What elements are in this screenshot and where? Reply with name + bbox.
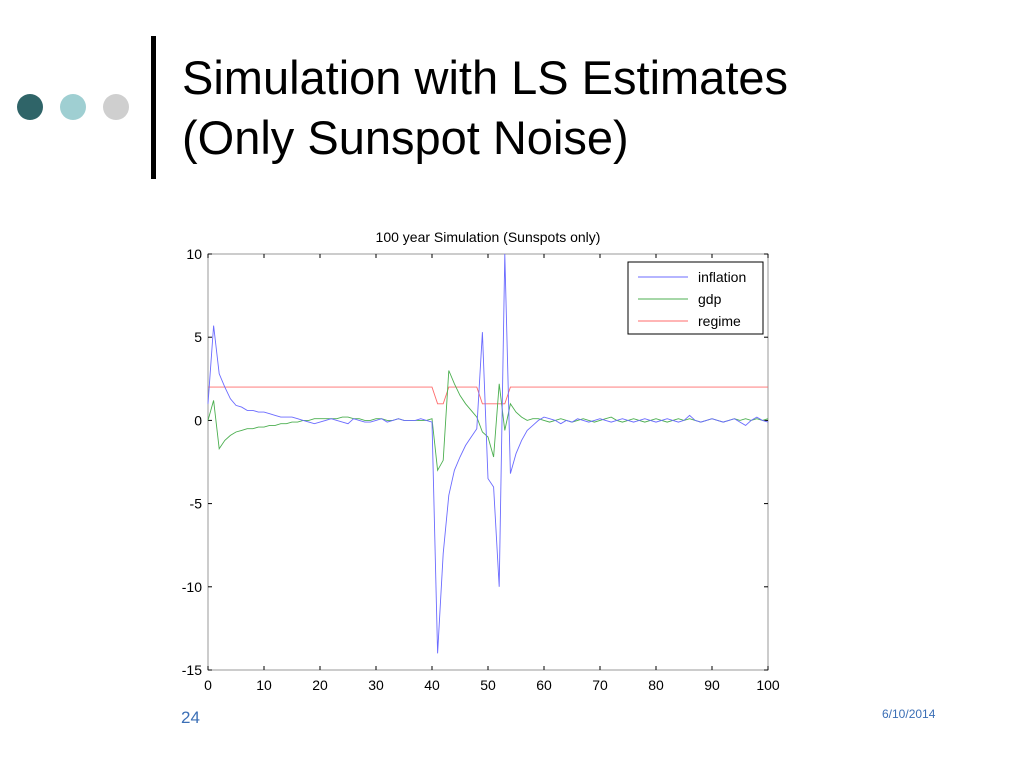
x-tick-label: 20 bbox=[312, 677, 328, 693]
y-tick-label: -5 bbox=[190, 496, 203, 512]
legend-label-inflation: inflation bbox=[698, 269, 746, 285]
slide-title: Simulation with LS Estimates (Only Sunsp… bbox=[182, 48, 982, 168]
legend-box bbox=[627, 261, 764, 335]
x-tick-label: 50 bbox=[480, 677, 496, 693]
decor-dot-gray bbox=[103, 94, 129, 120]
x-tick-label: 30 bbox=[368, 677, 384, 693]
y-tick-label: 5 bbox=[194, 329, 202, 345]
x-tick-label: 60 bbox=[536, 677, 552, 693]
x-tick-label: 70 bbox=[592, 677, 608, 693]
slide-title-line1: Simulation with LS Estimates bbox=[182, 51, 789, 104]
simulation-chart: 100 year Simulation (Sunspots only) 0 10 20… bbox=[182, 229, 780, 693]
series-line-inflation bbox=[207, 253, 769, 654]
legend-label-gdp: gdp bbox=[698, 291, 722, 307]
x-tick-label: 0 bbox=[204, 677, 212, 693]
page-number: 24 bbox=[181, 708, 200, 727]
y-tick-label: 10 bbox=[186, 246, 202, 262]
x-tick-label: 90 bbox=[704, 677, 720, 693]
slide-date: 6/10/2014 bbox=[882, 707, 936, 721]
slide-title-line2: (Only Sunspot Noise) bbox=[182, 111, 629, 164]
x-tick-label: 40 bbox=[424, 677, 440, 693]
series-line-gdp bbox=[207, 370, 769, 472]
decor-dot-teal bbox=[60, 94, 86, 120]
x-tick-label: 10 bbox=[256, 677, 272, 693]
legend-label-regime: regime bbox=[698, 313, 741, 329]
y-tick-label: -15 bbox=[182, 662, 202, 678]
y-tick-label: 0 bbox=[194, 412, 202, 428]
x-tick-label: 80 bbox=[648, 677, 664, 693]
x-tick-label: 100 bbox=[756, 677, 780, 693]
decor-dot-dark bbox=[17, 94, 43, 120]
title-divider bbox=[151, 36, 156, 179]
chart-title: 100 year Simulation (Sunspots only) bbox=[376, 229, 601, 245]
series-line-regime bbox=[208, 386, 768, 405]
y-tick-label: -10 bbox=[182, 579, 202, 595]
